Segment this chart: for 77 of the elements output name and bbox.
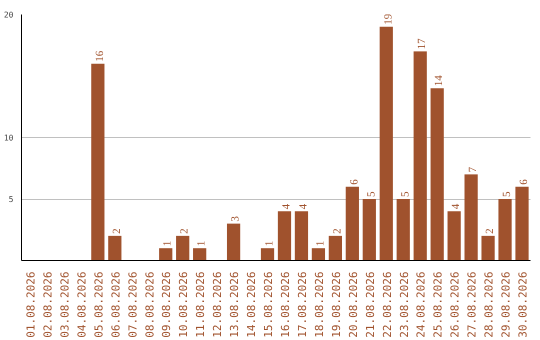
- data-label: 2: [484, 228, 496, 234]
- data-label: 5: [399, 191, 412, 197]
- bar: [448, 211, 461, 260]
- x-tick-label: 20.08.2026: [346, 271, 360, 338]
- data-label: 5: [501, 191, 514, 197]
- x-tick-label: 12.08.2026: [211, 271, 224, 338]
- x-tick-label: 22.08.2026: [380, 271, 394, 338]
- x-tick-label: 16.08.2026: [278, 271, 292, 338]
- bar: [176, 236, 190, 260]
- x-tick-label: 09.08.2026: [160, 271, 174, 338]
- x-tick-label: 30.08.2026: [516, 271, 530, 338]
- bar: [226, 224, 240, 260]
- data-label: 1: [162, 240, 174, 246]
- x-tick-label: 19.08.2026: [330, 271, 343, 338]
- x-tick-label: 27.08.2026: [466, 271, 479, 338]
- y-tick-label: 20: [4, 10, 14, 20]
- x-tick-label: 15.08.2026: [262, 271, 276, 338]
- data-label: 2: [331, 228, 344, 234]
- x-tick-label: 18.08.2026: [312, 271, 326, 338]
- x-tick-label: 24.08.2026: [414, 271, 428, 338]
- data-label: 19: [382, 13, 394, 25]
- data-label: 14: [433, 74, 446, 86]
- x-tick-label: 17.08.2026: [296, 271, 309, 338]
- data-label: 2: [110, 228, 123, 234]
- data-label: 6: [348, 178, 360, 185]
- data-label: 1: [314, 240, 326, 246]
- bar: [159, 248, 172, 260]
- data-label: 4: [280, 203, 292, 210]
- data-label: 5: [365, 191, 378, 197]
- bar: [515, 186, 529, 260]
- bar: [380, 26, 393, 260]
- bar: [193, 248, 206, 260]
- data-label: 17: [416, 38, 428, 50]
- data-label: 3: [230, 216, 242, 222]
- y-tick-label: 10: [4, 134, 14, 142]
- x-tick-label: 14.08.2026: [245, 271, 258, 338]
- x-tick-label: 23.08.2026: [398, 271, 411, 338]
- bar: [278, 211, 292, 260]
- y-tick-label: 5: [8, 195, 14, 204]
- x-tick-label: 05.08.2026: [92, 271, 106, 338]
- x-tick-label: 06.08.2026: [109, 271, 122, 338]
- bar: [414, 51, 427, 260]
- x-tick-label: 26.08.2026: [448, 271, 462, 338]
- data-label: 6: [518, 178, 530, 185]
- bar: [108, 236, 122, 260]
- x-tick-label: 02.08.2026: [41, 271, 54, 338]
- data-label: 4: [450, 203, 462, 210]
- data-label: 16: [94, 50, 106, 62]
- x-tick-label: 03.08.2026: [58, 271, 72, 338]
- bar: [362, 199, 376, 260]
- x-tick-label: 21.08.2026: [364, 271, 377, 338]
- bar: [498, 199, 512, 260]
- data-label: 1: [196, 240, 208, 246]
- bar: [396, 199, 410, 260]
- x-tick-label: 10.08.2026: [177, 271, 190, 338]
- x-tick-label: 29.08.2026: [500, 271, 513, 338]
- bar: [312, 248, 326, 260]
- bar: [430, 88, 444, 260]
- data-label: 1: [264, 240, 276, 246]
- bar: [294, 211, 308, 260]
- x-tick-label: 08.08.2026: [143, 271, 156, 338]
- bar: [91, 64, 104, 260]
- data-label: 2: [178, 228, 191, 234]
- x-tick-label: 11.08.2026: [194, 271, 208, 338]
- x-tick-label: 28.08.2026: [482, 271, 496, 338]
- bar: [346, 186, 359, 260]
- bar: [481, 236, 495, 260]
- x-tick-label: 04.08.2026: [75, 271, 88, 338]
- bar: [328, 236, 342, 260]
- x-tick-label: 07.08.2026: [126, 271, 140, 338]
- data-label: 7: [467, 166, 480, 172]
- data-label: 4: [297, 203, 310, 210]
- x-tick-label: 01.08.2026: [24, 271, 38, 338]
- bar: [260, 248, 274, 260]
- x-tick-label: 25.08.2026: [432, 271, 445, 338]
- x-tick-label: 13.08.2026: [228, 271, 242, 338]
- bar: [464, 174, 478, 260]
